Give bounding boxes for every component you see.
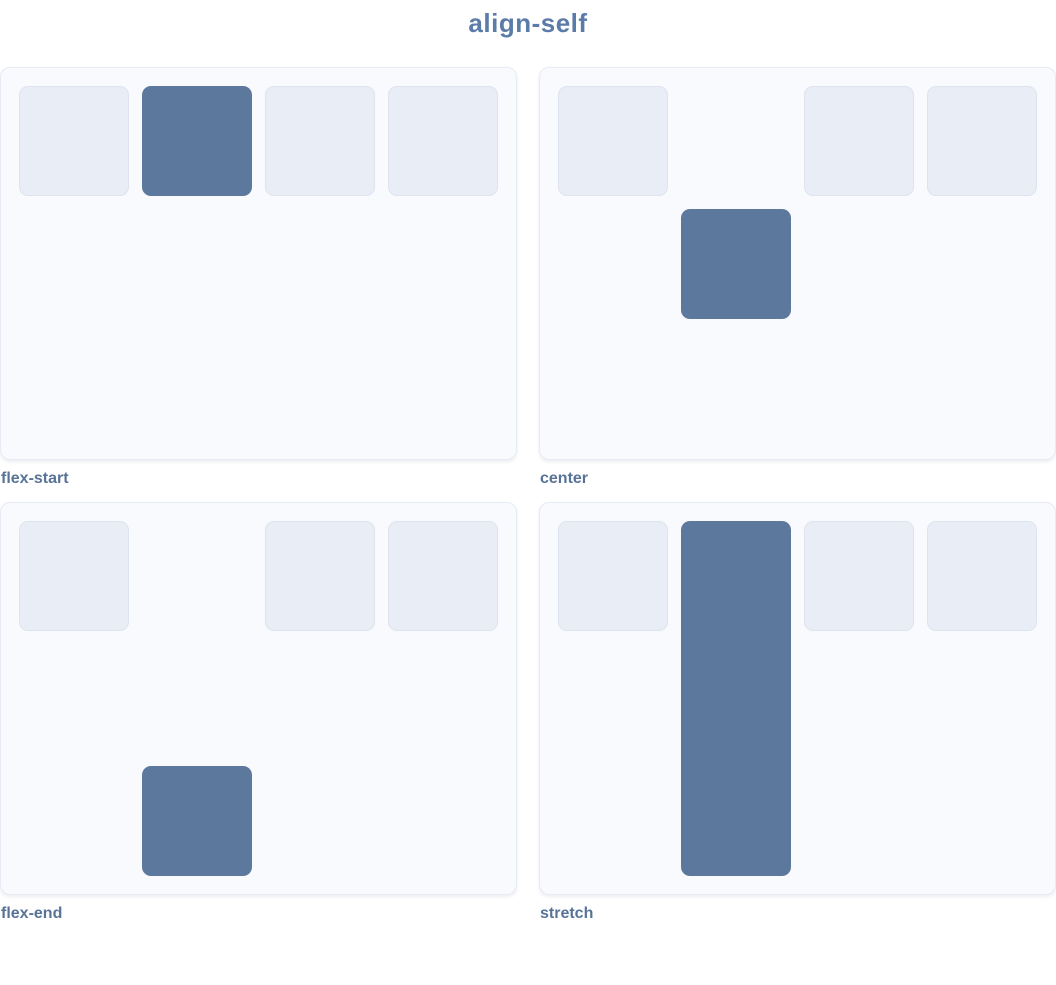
flex-item	[19, 521, 129, 631]
page-title: align-self	[468, 8, 588, 38]
flex-item	[927, 521, 1037, 631]
example-flex-start: flex-start	[0, 67, 517, 488]
flex-item-highlighted	[142, 86, 252, 196]
example-label: flex-end	[1, 905, 63, 922]
flex-item	[927, 86, 1037, 196]
flex-item	[558, 521, 668, 631]
flex-item-highlighted	[142, 766, 252, 876]
example-flex-end: flex-end	[0, 502, 517, 923]
flex-item	[265, 521, 375, 631]
flex-container-center	[539, 67, 1056, 460]
flex-item	[388, 86, 498, 196]
flex-item	[558, 86, 668, 196]
flex-item	[265, 86, 375, 196]
flex-container-flex-end	[0, 502, 517, 895]
flex-container-flex-start	[0, 67, 517, 460]
example-stretch: stretch	[539, 502, 1056, 923]
flex-item	[19, 86, 129, 196]
flex-item-highlighted	[681, 208, 791, 319]
example-label: stretch	[540, 905, 594, 922]
flex-item	[388, 521, 498, 631]
flex-item	[804, 521, 914, 631]
flex-container-stretch	[539, 502, 1056, 895]
flex-item	[804, 86, 914, 196]
flex-item-highlighted	[681, 521, 791, 876]
example-center: center	[539, 67, 1056, 488]
example-label: center	[540, 470, 589, 487]
examples-grid: flex-start center flex-end stretch	[0, 67, 1056, 923]
example-label: flex-start	[1, 470, 69, 487]
